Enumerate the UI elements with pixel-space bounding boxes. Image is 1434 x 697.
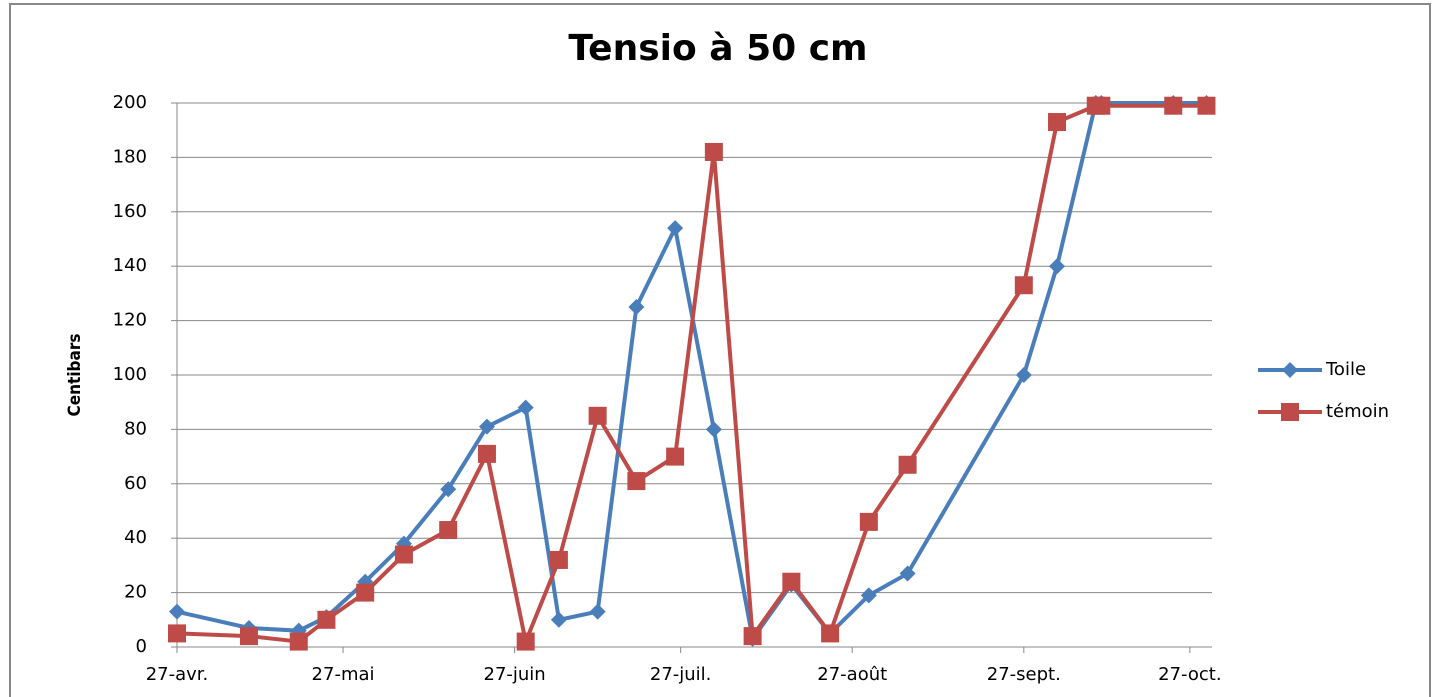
marker: [440, 481, 457, 498]
marker: [477, 444, 496, 463]
marker: [169, 603, 185, 620]
marker: [1015, 367, 1032, 383]
y-tick-label: 180: [113, 146, 147, 167]
marker: [666, 447, 685, 466]
y-tick-label: 60: [124, 473, 147, 494]
x-tick-label: 27-mai: [312, 664, 375, 685]
marker: [550, 611, 567, 628]
marker: [898, 455, 917, 474]
marker: [516, 632, 535, 651]
marker: [899, 565, 916, 582]
marker: [704, 142, 723, 161]
marker: [1049, 258, 1066, 275]
marker: [168, 624, 186, 643]
marker: [705, 421, 722, 438]
x-tick-label: 27-juin: [484, 664, 546, 685]
marker: [289, 632, 308, 651]
chart-border: [9, 3, 1431, 697]
marker: [239, 627, 258, 646]
marker: [859, 512, 878, 531]
marker: [478, 418, 495, 435]
y-axis-label: Centibars: [65, 334, 85, 417]
marker: [667, 220, 684, 237]
x-tick-label: 27-août: [817, 664, 887, 685]
y-tick-label: 200: [113, 92, 147, 113]
x-tick-label: 27-juil.: [650, 664, 712, 685]
legend-label: témoin: [1326, 401, 1389, 422]
marker: [439, 521, 458, 540]
marker: [394, 545, 413, 564]
x-tick-label: 27-oct.: [1158, 664, 1221, 685]
marker: [821, 624, 840, 643]
marker: [589, 603, 606, 620]
x-tick-label: 27-sept.: [987, 664, 1061, 685]
y-tick-label: 140: [113, 255, 147, 276]
marker: [549, 550, 568, 569]
y-tick-label: 20: [124, 582, 147, 603]
x-tick-label: 27-avr.: [146, 664, 209, 685]
marker: [782, 572, 801, 591]
y-tick-label: 120: [113, 310, 147, 331]
marker: [356, 583, 375, 602]
marker: [1048, 113, 1067, 132]
marker: [317, 610, 336, 629]
marker: [588, 406, 607, 425]
y-tick-label: 100: [113, 364, 147, 385]
y-tick-label: 80: [124, 418, 147, 439]
y-tick-label: 0: [136, 636, 147, 657]
marker: [1014, 276, 1033, 295]
marker: [627, 472, 646, 491]
marker: [1164, 96, 1183, 115]
marker: [517, 399, 534, 416]
marker: [860, 587, 877, 604]
marker: [1197, 96, 1216, 115]
legend-label: Toile: [1325, 359, 1366, 380]
marker: [1092, 96, 1111, 115]
y-tick-label: 40: [124, 527, 147, 548]
marker: [1281, 403, 1299, 421]
y-tick-label: 160: [113, 201, 147, 222]
marker: [743, 627, 762, 646]
marker: [628, 299, 645, 315]
chart-title: Tensio à 50 cm: [568, 28, 867, 69]
marker: [1282, 362, 1298, 378]
